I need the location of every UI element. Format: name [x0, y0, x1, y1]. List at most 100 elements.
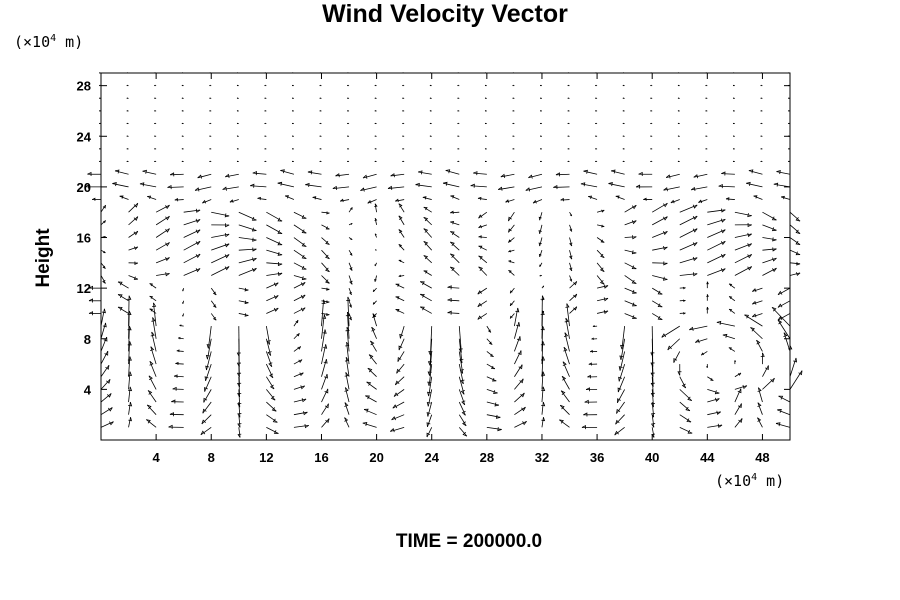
wind-vector-head — [670, 199, 675, 204]
wind-vector-head — [650, 148, 652, 150]
wind-vector-head — [460, 379, 465, 385]
wind-vector-head — [457, 122, 459, 124]
wind-vector — [238, 211, 257, 221]
wind-vector-head — [350, 238, 353, 240]
wind-vector-head — [484, 110, 487, 112]
wind-vector — [614, 427, 625, 436]
wind-vector — [100, 364, 110, 377]
wind-vector-head — [519, 378, 524, 384]
wind-vector-head — [423, 216, 429, 222]
wind-vector — [789, 249, 801, 255]
wind-vector-head — [665, 174, 671, 179]
wind-vector — [321, 287, 330, 290]
wind-vector-head — [663, 202, 668, 208]
wind-vector-head — [650, 135, 652, 137]
wind-vector — [691, 186, 708, 191]
wind-vector-head — [291, 148, 294, 150]
wind-vector-head — [396, 368, 401, 374]
wind-vector-head — [470, 183, 475, 188]
wind-vector-head — [236, 84, 238, 87]
wind-vector-head — [300, 282, 306, 287]
wind-vector-head — [747, 243, 752, 248]
wind-vector-head — [374, 135, 376, 137]
x-tick-label: 20 — [369, 450, 383, 465]
wind-vector-head — [264, 97, 266, 99]
wind-vector-head — [539, 72, 542, 74]
wind-vector-head — [301, 242, 307, 247]
wind-vector — [155, 215, 170, 226]
wind-vector-head — [573, 281, 578, 286]
wind-vector — [541, 371, 544, 390]
wind-vector-head — [204, 386, 208, 392]
wind-vector-head — [457, 97, 459, 99]
wind-vector-head — [715, 397, 720, 402]
x-tick-label: 36 — [590, 450, 604, 465]
wind-vector-head — [495, 414, 501, 419]
wind-vector-head — [88, 285, 94, 290]
x-tick-label: 48 — [755, 450, 769, 465]
wind-vector-head — [750, 327, 755, 332]
wind-vector-head — [539, 97, 542, 99]
wind-vector-head — [490, 365, 495, 370]
wind-vector — [679, 242, 698, 251]
wind-vector — [528, 173, 543, 179]
wind-vector — [362, 422, 377, 428]
wind-vector-head — [133, 216, 139, 221]
wind-vector-head — [374, 233, 377, 236]
wind-vector-head — [777, 409, 782, 413]
wind-vector — [346, 311, 350, 339]
wind-vector-head — [224, 213, 230, 218]
wind-vector — [596, 285, 609, 289]
wind-vector-head — [277, 181, 283, 186]
wind-vector-head — [197, 174, 202, 179]
wind-vector-head — [796, 272, 801, 276]
wind-vector-head — [429, 148, 431, 150]
wind-vector — [762, 257, 777, 264]
wind-vector — [478, 236, 487, 238]
wind-vector-head — [181, 97, 183, 99]
wind-vector-head — [450, 241, 455, 247]
wind-vector-head — [273, 295, 279, 300]
wind-vector-head — [350, 207, 353, 211]
wind-vector-head — [459, 369, 464, 374]
wind-vector — [183, 253, 201, 264]
wind-vector-head — [473, 171, 478, 176]
wind-vector — [514, 420, 527, 428]
wind-vector — [777, 300, 791, 308]
wind-vector — [509, 300, 515, 307]
wind-vector-head — [349, 317, 352, 321]
wind-vector — [539, 224, 543, 234]
wind-vector — [238, 257, 257, 264]
wind-vector-head — [650, 97, 652, 99]
wind-vector-head — [632, 235, 637, 240]
wind-vector-head — [599, 280, 605, 285]
wind-vector — [423, 217, 432, 226]
wind-vector-head — [168, 424, 173, 429]
wind-vector-head — [209, 97, 211, 99]
wind-vector — [458, 414, 467, 426]
wind-vector-head — [99, 135, 101, 137]
wind-vector-head — [91, 197, 96, 201]
wind-vector-head — [264, 84, 266, 87]
wind-vector-head — [757, 417, 762, 422]
wind-vector-head — [721, 171, 726, 176]
wind-vector — [762, 365, 769, 377]
wind-vector — [514, 406, 526, 416]
wind-vector — [539, 250, 543, 258]
wind-vector-head — [236, 72, 238, 74]
wind-vector — [398, 244, 405, 251]
wind-vector — [155, 204, 170, 213]
wind-vector-head — [324, 388, 329, 394]
wind-vector-head — [447, 285, 452, 290]
wind-vector — [734, 243, 752, 251]
wind-vector — [679, 204, 698, 213]
wind-vector-head — [509, 302, 513, 306]
y-axis-unit: (×104 m) — [14, 33, 84, 51]
wind-vector-head — [603, 297, 609, 302]
wind-vector — [514, 307, 519, 327]
wind-vector — [344, 387, 350, 403]
wind-vector-head — [650, 110, 652, 112]
wind-vector-head — [677, 84, 679, 87]
wind-vector — [508, 211, 515, 222]
